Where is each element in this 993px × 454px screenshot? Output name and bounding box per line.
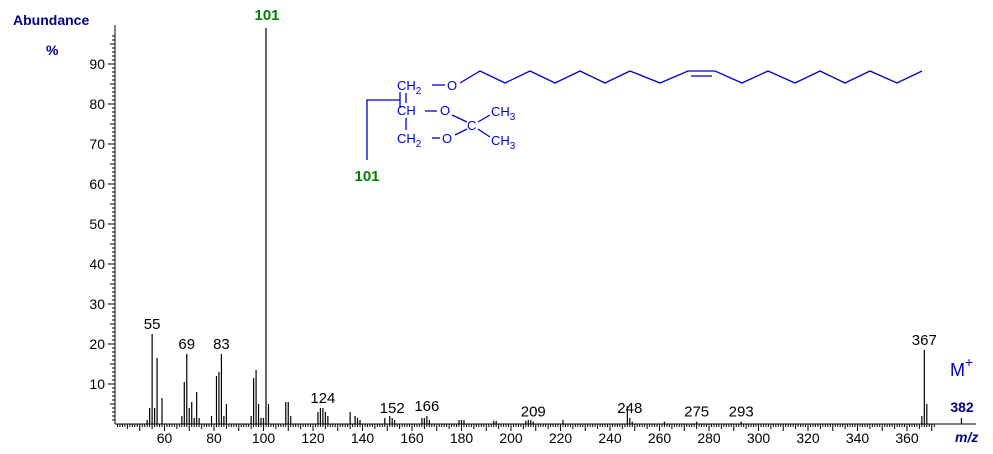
peak-label: 293 bbox=[729, 404, 754, 421]
x-tick-label: 220 bbox=[549, 430, 573, 446]
peak-label: 152 bbox=[380, 400, 405, 417]
peak-label: 166 bbox=[414, 398, 439, 415]
peak-label: 55 bbox=[144, 316, 161, 333]
x-tick-label: 160 bbox=[400, 430, 424, 446]
ch2-top-sub: 2 bbox=[416, 86, 422, 97]
y-tick-label: 50 bbox=[89, 216, 105, 232]
x-tick-label: 180 bbox=[450, 430, 474, 446]
peak-label: 367 bbox=[912, 332, 937, 349]
ch3-a-ch: CH bbox=[491, 104, 510, 119]
x-tick-label: 240 bbox=[598, 430, 622, 446]
molecular-ion-charge: + bbox=[965, 354, 973, 370]
ch-mid: CH bbox=[397, 103, 416, 118]
ch3-b: CH3 bbox=[491, 133, 516, 152]
x-axis-title: m/z bbox=[955, 429, 978, 445]
y-axis-title: Abundance bbox=[13, 12, 89, 28]
x-axis-ticks: 60 80 100 120 140 160 180 200 220 240 260 280 300 320… bbox=[116, 424, 935, 446]
y-tick-label: 20 bbox=[89, 336, 105, 352]
x-tick-label: 100 bbox=[252, 430, 276, 446]
peak-labels: 55 69 83 124 152 166 209 248 275 293 367 bbox=[144, 316, 937, 421]
bond-c-ch3-a bbox=[477, 114, 491, 123]
y-axis-unit: % bbox=[46, 42, 59, 58]
bond-o-c-mid bbox=[451, 114, 468, 123]
peak-label: 69 bbox=[178, 336, 195, 353]
ch2-top: CH2 bbox=[397, 78, 422, 97]
bond-o-c-bottom bbox=[454, 128, 468, 136]
x-tick-label: 80 bbox=[206, 430, 222, 446]
peak-label: 248 bbox=[617, 400, 642, 417]
fragment-label: 101 bbox=[354, 168, 379, 185]
y-tick-label: 70 bbox=[89, 136, 105, 152]
x-tick-label: 120 bbox=[301, 430, 325, 446]
ch3-b-ch: CH bbox=[491, 133, 510, 148]
molecular-ion-m: M bbox=[950, 360, 965, 380]
molecular-ion-label: M+ bbox=[950, 354, 973, 380]
x-tick-label: 200 bbox=[499, 430, 523, 446]
o-top: O bbox=[447, 78, 457, 93]
peak-label: 209 bbox=[521, 404, 546, 421]
fragment-bracket bbox=[366, 99, 400, 160]
x-tick-label: 300 bbox=[747, 430, 771, 446]
y-tick-label: 80 bbox=[89, 96, 105, 112]
ch3-a-sub: 3 bbox=[510, 112, 516, 123]
x-tick-label: 140 bbox=[351, 430, 375, 446]
peak-label: 124 bbox=[310, 390, 335, 407]
x-tick-label: 320 bbox=[796, 430, 820, 446]
ch2-bottom: CH2 bbox=[397, 131, 422, 150]
alkyl-chain bbox=[459, 70, 923, 84]
peak-label: 275 bbox=[684, 404, 709, 421]
y-tick-label: 90 bbox=[89, 56, 105, 72]
base-peak-label: 101 bbox=[254, 7, 279, 24]
y-axis-ticks: 10 20 30 40 50 60 70 80 90 bbox=[89, 35, 115, 421]
ch3-b-sub: 3 bbox=[510, 141, 516, 152]
molecule-structure: 101 CH2 O CH O C CH3 CH2 O CH3 bbox=[354, 70, 923, 185]
ch2-top-ch: CH bbox=[397, 78, 416, 93]
c-quaternary: C bbox=[467, 118, 476, 133]
x-tick-label: 340 bbox=[846, 430, 870, 446]
x-tick-label: 260 bbox=[648, 430, 672, 446]
molecular-ion-mz: 382 bbox=[950, 399, 974, 415]
spectrum-peaks bbox=[146, 28, 963, 424]
x-tick-label: 60 bbox=[157, 430, 173, 446]
ch3-a: CH3 bbox=[491, 104, 516, 123]
o-bottom: O bbox=[442, 131, 452, 146]
x-tick-label: 360 bbox=[895, 430, 919, 446]
ch2-bottom-sub: 2 bbox=[416, 139, 422, 150]
x-tick-label: 280 bbox=[697, 430, 721, 446]
ch2-bottom-ch: CH bbox=[397, 131, 416, 146]
bond-c-ch3-b bbox=[477, 128, 491, 138]
peak-label: 83 bbox=[213, 336, 230, 353]
o-mid: O bbox=[440, 103, 450, 118]
y-tick-label: 40 bbox=[89, 256, 105, 272]
y-tick-label: 10 bbox=[89, 376, 105, 392]
y-tick-label: 30 bbox=[89, 296, 105, 312]
y-tick-label: 60 bbox=[89, 176, 105, 192]
